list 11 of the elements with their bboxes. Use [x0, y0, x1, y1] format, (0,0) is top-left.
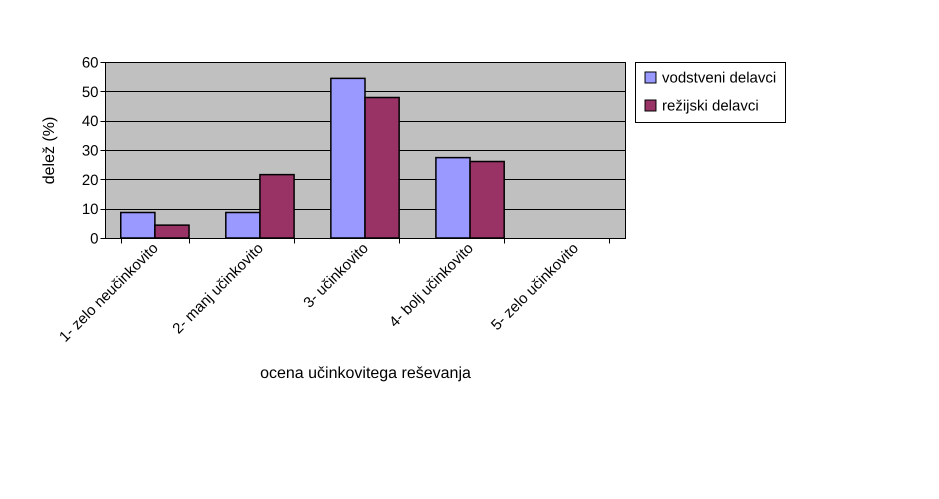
- y-tick-label: 0: [90, 230, 98, 248]
- x-axis-title: ocena učinkovitega reševanja: [260, 364, 471, 382]
- y-tick-label: 10: [82, 201, 98, 218]
- legend-label: režijski delavci: [662, 98, 759, 114]
- y-tick-label: 30: [82, 142, 98, 160]
- legend-label: vodstveni delavci: [662, 70, 776, 86]
- y-tick-label: 20: [82, 172, 98, 189]
- y-tick-label: 60: [82, 54, 98, 72]
- y-tick-label: 40: [82, 113, 98, 130]
- y-tick-label: 50: [82, 84, 98, 101]
- y-axis-title: delež (%): [40, 116, 58, 184]
